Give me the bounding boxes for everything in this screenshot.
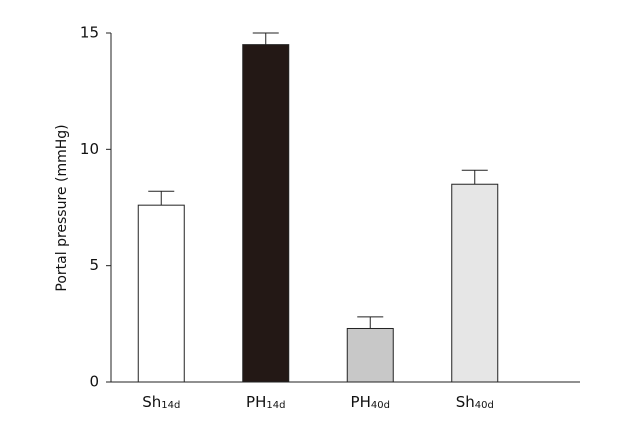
x-tick-label: Sh40d xyxy=(456,393,494,412)
y-axis-label: Portal pressure (mmHg) xyxy=(54,124,70,291)
category-base: PH xyxy=(351,393,371,411)
y-tick-label: 0 xyxy=(89,373,99,391)
category-subscript: 40d xyxy=(475,400,494,411)
bar xyxy=(137,204,185,383)
y-tick-label: 10 xyxy=(80,140,99,158)
bar xyxy=(346,327,394,383)
x-tick-label: PH14d xyxy=(246,393,285,412)
y-tick-label: 15 xyxy=(80,24,99,42)
category-subscript: 14d xyxy=(161,400,180,411)
category-subscript: 40d xyxy=(371,400,390,411)
x-tick-label: PH40d xyxy=(351,393,390,412)
category-base: Sh xyxy=(456,393,475,411)
bar xyxy=(242,44,290,383)
category-base: Sh xyxy=(142,393,161,411)
bar xyxy=(451,183,499,383)
x-tick-label: Sh14d xyxy=(142,393,180,412)
y-tick-label: 5 xyxy=(89,256,99,274)
category-base: PH xyxy=(246,393,266,411)
category-subscript: 14d xyxy=(266,400,285,411)
